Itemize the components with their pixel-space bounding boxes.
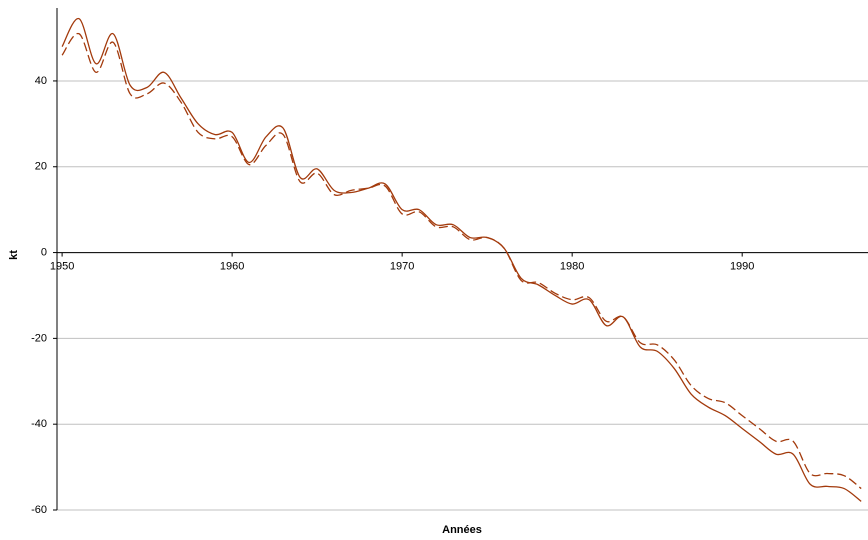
x-tick-label: 1960 bbox=[220, 260, 244, 272]
x-tick-label: 1980 bbox=[560, 260, 584, 272]
y-tick-label: -20 bbox=[31, 332, 47, 344]
y-tick-label: 20 bbox=[35, 161, 47, 173]
x-axis-label: Années bbox=[442, 524, 482, 536]
data-line bbox=[61, 33, 862, 490]
y-tick-label: 0 bbox=[41, 246, 47, 258]
y-axis-label: kt bbox=[8, 250, 20, 260]
y-tick-label: -60 bbox=[31, 504, 47, 516]
y-tick-label: 40 bbox=[35, 75, 47, 87]
x-tick-label: 1970 bbox=[390, 260, 414, 272]
y-tick-label: -40 bbox=[31, 418, 47, 430]
x-tick-label: 1990 bbox=[730, 260, 754, 272]
data-line bbox=[61, 18, 862, 502]
x-tick-label: 1950 bbox=[50, 260, 74, 272]
